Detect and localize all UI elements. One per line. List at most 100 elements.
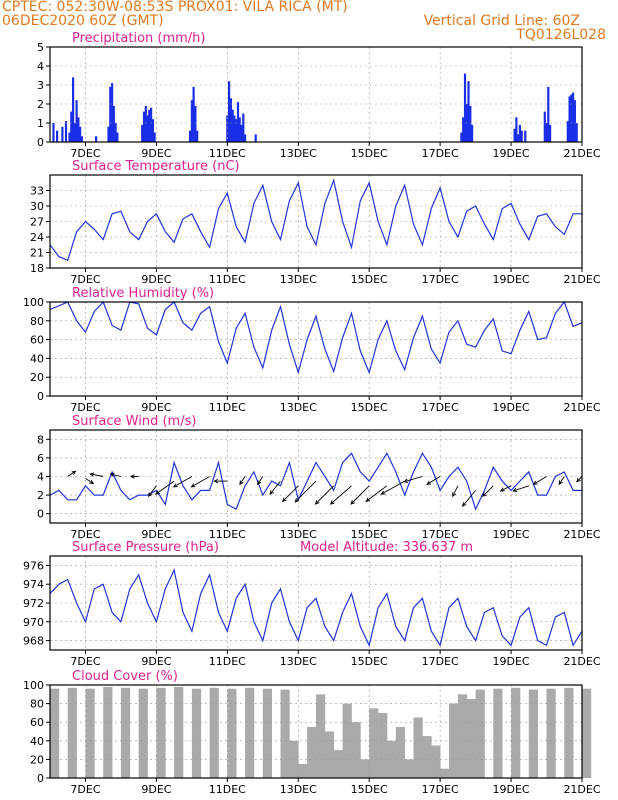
wind-vector-shaft: [315, 485, 335, 505]
precip-bar: [153, 132, 156, 142]
y-tick-label: 21: [30, 247, 44, 260]
cloud-bar: [395, 726, 405, 778]
x-tick-label: 15DEC: [351, 655, 388, 668]
cloud-bar: [120, 687, 131, 778]
precip-bar: [240, 124, 243, 142]
y-tick-label: 60: [30, 716, 44, 729]
cloud-bar: [369, 708, 379, 779]
precip-bar: [56, 130, 59, 142]
series-line: [49, 452, 582, 511]
precip-bar: [73, 123, 76, 142]
x-tick-label: 21DEC: [563, 273, 600, 286]
x-tick-label: 15DEC: [351, 401, 388, 414]
y-tick-label: 2: [37, 98, 44, 111]
panel-title: Precipitation (mm/h): [72, 31, 205, 46]
wind-vector-head: [213, 478, 219, 484]
cloud-bar: [404, 759, 414, 778]
precip-bar: [189, 130, 192, 142]
y-tick-label: 972: [23, 597, 44, 610]
wind-vector-head: [558, 480, 563, 486]
x-tick-label: 11DEC: [209, 401, 246, 414]
wind-vector-shaft: [294, 480, 317, 503]
cloud-bar: [564, 687, 574, 778]
wind-vector-head: [576, 477, 581, 483]
precip-bar: [72, 77, 75, 142]
cloud-bar: [324, 731, 335, 778]
cloud-bar: [245, 687, 255, 778]
panel-title: Surface Temperature (nC): [72, 159, 240, 174]
y-tick-label: 18: [30, 262, 44, 275]
wind-vector-shaft: [191, 476, 210, 488]
wind-vector-head: [172, 483, 178, 488]
wind-vector-head: [426, 480, 432, 485]
cloud-bar: [475, 689, 485, 778]
precip-bar: [70, 111, 73, 142]
x-tick-label: 9DEC: [141, 528, 171, 541]
precip-bar: [229, 98, 232, 142]
x-tick-label: 21DEC: [563, 401, 600, 414]
cloud-bar: [85, 688, 95, 778]
wind-vector-shaft: [67, 470, 76, 477]
x-tick-label: 17DEC: [422, 273, 459, 286]
precip-bar: [196, 130, 199, 142]
wind-vector-shaft: [404, 476, 423, 483]
precip-bar: [244, 134, 247, 142]
wind-vector-shaft: [350, 485, 370, 505]
wind-vector-head: [89, 472, 95, 477]
precip-bar: [52, 123, 55, 142]
wind-vector-head: [129, 474, 135, 479]
y-tick-label: 20: [30, 753, 44, 766]
wind-vector-shaft: [330, 485, 352, 505]
wind-vector-shaft: [148, 485, 157, 497]
wind-vector-shaft: [239, 476, 246, 485]
x-tick-label: 13DEC: [280, 783, 317, 796]
cloud-bar: [493, 688, 503, 778]
y-tick-label: 2: [37, 489, 44, 502]
x-tick-label: 11DEC: [209, 655, 246, 668]
x-tick-label: 19DEC: [493, 655, 530, 668]
wind-vector-head: [71, 470, 77, 475]
precip-bar: [111, 83, 114, 142]
x-tick-label: 13DEC: [280, 401, 317, 414]
y-tick-label: 974: [23, 578, 44, 591]
wind-vector-head: [482, 492, 487, 497]
wind-vector-shaft: [381, 480, 405, 495]
y-tick-label: 8: [37, 433, 44, 446]
cloud-bar: [191, 688, 202, 778]
y-tick-label: 3: [37, 79, 44, 92]
precip-bar: [144, 105, 147, 142]
series-line: [49, 300, 583, 375]
cloud-bar: [546, 688, 556, 778]
cloud-bar: [174, 686, 184, 778]
wind-vector-shaft: [85, 478, 94, 484]
x-tick-label: 7DEC: [70, 783, 100, 796]
wind-vector-head: [155, 490, 160, 495]
cloud-bar: [307, 726, 317, 778]
precip-bar: [575, 123, 578, 142]
precip-bar: [524, 130, 527, 142]
y-tick-label: 100: [23, 679, 44, 692]
precip-bar: [515, 117, 518, 142]
panel-title: Surface Wind (m/s): [72, 414, 196, 429]
header-run-date: 06DEC2020 60Z (GMT): [2, 13, 164, 29]
wind-vector-shaft: [90, 473, 104, 477]
wind-vector-shaft: [426, 476, 441, 485]
x-tick-label: 13DEC: [280, 655, 317, 668]
wind-vector-shaft: [462, 490, 476, 507]
precip-bar: [151, 119, 154, 142]
header-model-id: TQ0126L028: [516, 27, 606, 43]
cloud-bar: [378, 712, 388, 778]
wind-vector-head: [89, 479, 95, 485]
x-tick-label: 19DEC: [493, 401, 530, 414]
wind-vector-shaft: [576, 476, 583, 483]
precip-bar: [61, 126, 64, 142]
precip-bar: [79, 126, 82, 142]
wind-vector-shaft: [482, 485, 494, 497]
wind-vector-shaft: [282, 485, 299, 502]
panel-title: Surface Pressure (hPa): [72, 540, 219, 555]
wind-vector-head: [350, 500, 355, 505]
cloud-bar: [457, 694, 468, 778]
y-tick-label: 970: [23, 616, 44, 629]
header-station: CPTEC: 052:30W-08:53S PROX01: VILA RICA …: [2, 0, 348, 15]
